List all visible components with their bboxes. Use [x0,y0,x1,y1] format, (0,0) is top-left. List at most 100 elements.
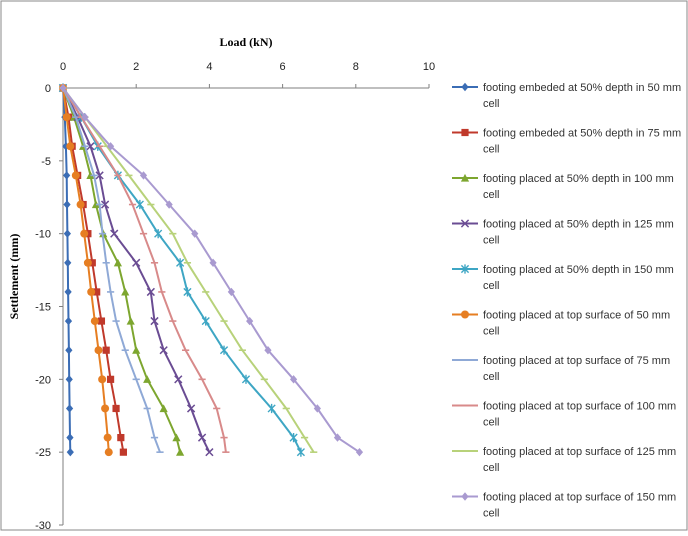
legend-entry-5: footing placed at 50% depth in 150 mm cel… [452,264,674,292]
x-axis-title: Load (kN) [219,35,272,49]
data-point [172,433,181,442]
data-point [289,433,298,443]
data-point [63,171,71,180]
data-point [246,316,254,326]
data-point [159,404,168,413]
data-point [87,287,96,296]
data-point [176,258,185,268]
series-line-7 [62,87,161,453]
legend-entry-10: footing placed at top surface of 150 mm c… [452,492,676,520]
data-point [154,229,163,239]
data-point [110,229,119,238]
legend-entry-8: footing placed at top surface of 100 mm c… [452,401,676,429]
data-point [132,346,141,354]
data-point [159,346,168,355]
legend-marker [461,128,469,137]
series-line-8 [62,87,227,453]
data-point [119,448,127,456]
data-point [355,447,364,457]
legend-entry-3: footing placed at 50% depth in 100 mm cel… [452,173,674,201]
data-point [186,404,196,413]
data-point [64,316,73,326]
data-point [64,258,72,267]
y-tick-label: -15 [35,302,51,314]
data-point [65,346,73,355]
x-tick-label: 6 [280,61,286,73]
legend-entry-9: footing placed at top surface of 125 mm c… [452,446,676,474]
axes: 0 2 4 6 8 10 0 -5 -10 -15 -20 -25 -30 [35,61,435,532]
legend-marker [460,264,470,274]
x-tick-label: 2 [133,61,139,73]
data-point [205,448,214,457]
series-10 [59,83,364,457]
data-point [83,258,92,267]
y-tick-label: 0 [45,83,51,95]
data-point [267,403,276,414]
data-point [103,433,112,442]
series-line-6 [62,87,110,453]
y-tick-label: -10 [35,229,51,241]
data-point [113,258,122,267]
data-point [90,317,99,326]
data-point [86,142,95,151]
series-line-5 [62,87,302,453]
y-tick-label: -25 [35,447,51,459]
data-point [66,433,74,442]
legend-label: footing placed at 50% depth in 150 mm cel… [483,264,674,292]
data-point [143,375,152,383]
x-tick-label: 8 [353,61,359,73]
data-point [80,229,89,238]
data-point [65,404,74,413]
x-tick-label: 10 [423,61,435,73]
series-7 [59,87,164,453]
data-point [165,200,173,209]
data-point [209,258,217,267]
data-point [65,375,73,384]
data-point [191,229,199,238]
series-line-3 [62,87,182,453]
y-tick-label: -20 [35,374,51,386]
data-point [150,316,159,326]
data-point [93,288,101,296]
legend-label: footing placed at top surface of 50 mm ce… [483,310,670,338]
data-point [94,346,103,355]
data-point [135,199,144,210]
legend-label: footing placed at top surface of 125 mm c… [483,446,676,474]
series-line-4 [62,87,211,453]
data-point [121,287,130,296]
data-point [59,83,67,93]
data-point [102,346,110,354]
data-point [81,112,89,122]
data-point [63,229,71,238]
legend-label: footing placed at 50% depth in 125 mm cel… [483,219,674,247]
data-point [95,171,104,180]
data-point [66,142,75,151]
data-point [86,171,95,179]
data-point [174,375,183,384]
legend-entry-7: footing placed at top surface of 75 mm ce… [452,355,670,383]
legend-label: footing placed at top surface of 150 mm c… [483,492,676,520]
data-point [219,345,229,355]
legend: footing embeded at 50% depth in 50 mm cel… [452,82,681,520]
data-point [264,346,272,355]
x-tick-label: 0 [60,61,66,73]
data-point [139,171,148,180]
legend-entry-2: footing embeded at 50% depth in 75 mm cel… [452,128,681,156]
data-point [91,200,101,209]
data-point [71,171,80,180]
legend-entry-6: footing placed at top surface of 50 mm ce… [452,310,670,338]
data-point [197,433,207,442]
data-point [126,316,135,325]
data-point [227,287,235,297]
y-tick-label: -30 [35,520,51,531]
data-point [176,448,185,456]
data-point [62,142,70,151]
series-line-2 [62,87,125,453]
data-point [289,375,298,384]
x-tick-label: 4 [206,61,212,73]
data-point [100,200,110,209]
data-point [333,433,342,442]
data-point [313,404,321,413]
data-point [64,287,72,297]
